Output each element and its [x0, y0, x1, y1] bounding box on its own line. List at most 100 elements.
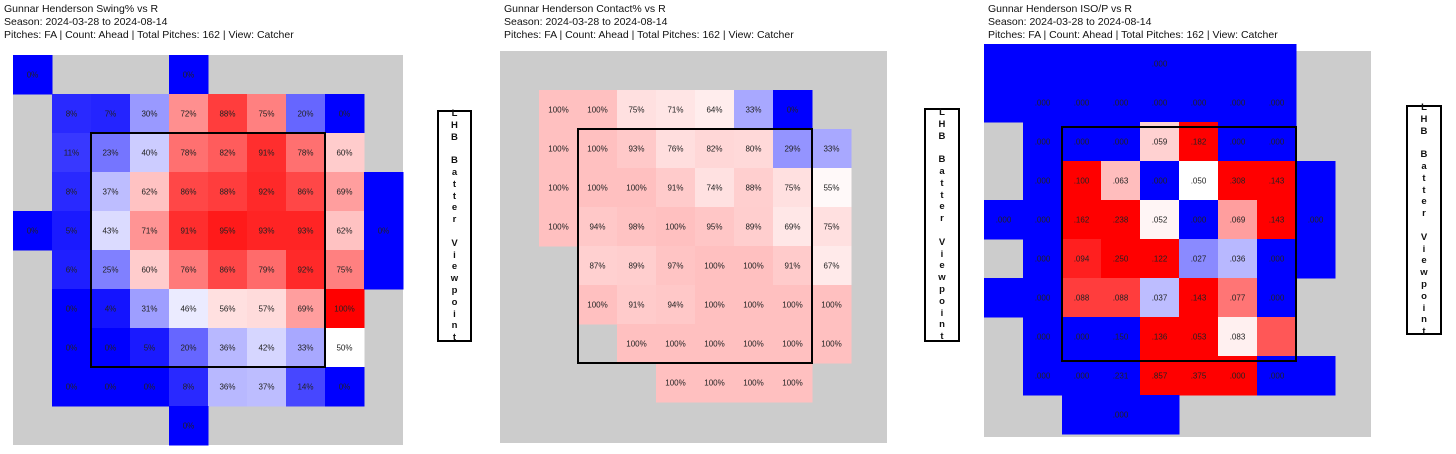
cell-label: 72%	[180, 110, 196, 119]
cell-label: 78%	[180, 149, 196, 158]
cell-label: .088	[1074, 294, 1090, 303]
heatmap-cell	[1062, 122, 1102, 162]
heatmap-cell	[13, 211, 53, 251]
cell-label: 100%	[704, 340, 724, 349]
heatmap-cell	[1023, 83, 1063, 123]
cell-label: 0%	[105, 344, 117, 353]
heatmap-cell	[286, 211, 326, 251]
heatmap-cell	[734, 285, 774, 325]
cell-label: 100%	[548, 184, 568, 193]
heatmap-cell	[1179, 356, 1219, 396]
heatmap-cell	[1179, 161, 1219, 201]
heatmap-cell	[656, 324, 696, 364]
heatmap-cell	[325, 328, 365, 368]
heatmap-cell	[1257, 161, 1297, 201]
heatmap-cell	[247, 133, 287, 173]
cell-label: 64%	[706, 106, 722, 115]
cell-label: .857	[1152, 372, 1168, 381]
cell-label: 69%	[784, 223, 800, 232]
heatmap-cell	[1023, 122, 1063, 162]
heatmap-cell	[130, 328, 170, 368]
cell-label: .136	[1152, 333, 1168, 342]
heatmap-cell	[208, 289, 248, 329]
cell-label: 60%	[141, 266, 157, 275]
chart-filters: Pitches: FA | Count: Ahead | Total Pitch…	[988, 29, 1278, 41]
heatmap-cell	[1257, 44, 1297, 84]
heatmap-cell	[1257, 356, 1297, 396]
heatmap-cell	[52, 328, 92, 368]
cell-label: 5%	[66, 227, 78, 236]
heatmap-cell	[984, 200, 1024, 240]
cell-label: .308	[1230, 177, 1246, 186]
cell-label: 100%	[782, 301, 802, 310]
cell-label: .238	[1113, 216, 1129, 225]
heatmap-cell	[208, 172, 248, 212]
cell-label: 100%	[743, 340, 763, 349]
cell-label: 0%	[27, 227, 39, 236]
heatmap-cell	[1257, 278, 1297, 318]
cell-label: 76%	[180, 266, 196, 275]
heatmap-cell	[734, 168, 774, 208]
cell-label: 57%	[258, 305, 274, 314]
heatmap-cell	[1257, 122, 1297, 162]
cell-label: 50%	[336, 344, 352, 353]
chart-filters: Pitches: FA | Count: Ahead | Total Pitch…	[4, 29, 294, 41]
isop-panel: Gunnar Henderson ISO/P vs R Season: 2024…	[984, 0, 1456, 454]
heatmap-cell	[1101, 239, 1141, 279]
heatmap-cell	[169, 172, 209, 212]
cell-label: .122	[1152, 255, 1168, 264]
heatmap-cell	[52, 94, 92, 134]
cell-label: .143	[1269, 177, 1285, 186]
heatmap-cell	[773, 168, 813, 208]
heatmap-cell	[695, 207, 735, 247]
heatmap-cell	[617, 285, 657, 325]
heatmap-cell	[1257, 239, 1297, 279]
cell-label: .000	[1191, 216, 1207, 225]
heatmap-cell	[984, 278, 1024, 318]
cell-label: 87%	[589, 262, 605, 271]
heatmap-cell	[169, 94, 209, 134]
cell-label: .000	[1152, 99, 1168, 108]
cell-label: .000	[1269, 255, 1285, 264]
cell-label: .000	[1269, 99, 1285, 108]
heatmap-cell	[130, 367, 170, 407]
cell-label: .000	[1035, 333, 1051, 342]
heatmap-cell	[1101, 161, 1141, 201]
cell-label: 43%	[102, 227, 118, 236]
cell-label: 8%	[66, 188, 78, 197]
cell-label: .000	[1152, 60, 1168, 69]
heatmap-cell	[1062, 200, 1102, 240]
cell-label: 80%	[745, 145, 761, 154]
cell-label: .000	[1035, 99, 1051, 108]
heatmap-cell	[773, 246, 813, 286]
heatmap-cell	[208, 367, 248, 407]
cell-label: .150	[1113, 333, 1129, 342]
cell-label: 55%	[823, 184, 839, 193]
cell-label: 91%	[180, 227, 196, 236]
cell-label: 40%	[141, 149, 157, 158]
heatmap-cell	[91, 133, 131, 173]
cell-label: 69%	[297, 305, 313, 314]
cell-label: .000	[1035, 255, 1051, 264]
contact-heatmap: 100% 100% 75% 71% 64% 33% 0% 100% 100% 93% 76% 82% 8…	[500, 51, 887, 443]
cell-label: 91%	[258, 149, 274, 158]
cell-label: 100%	[704, 262, 724, 271]
heatmap-cell	[617, 168, 657, 208]
heatmap-cell	[773, 129, 813, 169]
cell-label: 37%	[102, 188, 118, 197]
heatmap-cell	[1296, 356, 1336, 396]
heatmap-cell	[1140, 161, 1180, 201]
cell-label: 75%	[258, 110, 274, 119]
cell-label: 100%	[626, 184, 646, 193]
cell-label: 62%	[336, 227, 352, 236]
cell-label: 100%	[548, 145, 568, 154]
cell-label: 56%	[219, 305, 235, 314]
heatmap-cell	[1218, 200, 1258, 240]
cell-label: .000	[1269, 294, 1285, 303]
heatmap-cell	[169, 55, 209, 95]
cell-label: .162	[1074, 216, 1090, 225]
heatmap-cell	[656, 363, 696, 403]
cell-label: .000	[1074, 372, 1090, 381]
